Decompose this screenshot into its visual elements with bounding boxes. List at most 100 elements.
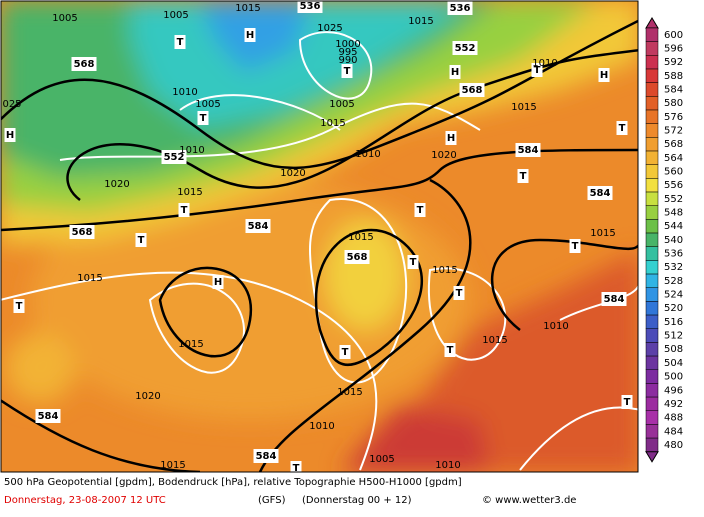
isobar-label: 1015 (160, 460, 185, 471)
label-box (531, 63, 543, 77)
label-box (253, 449, 279, 463)
label-box (601, 292, 627, 306)
label-box (244, 28, 256, 42)
isobar-label: 1015 (77, 273, 102, 284)
isobar-label: 1010 (435, 460, 460, 471)
label-box (341, 64, 353, 78)
colorbar-label: 592 (664, 57, 683, 68)
colorbar-label: 556 (664, 180, 683, 191)
label-box (4, 128, 16, 142)
colorbar-bottom-arrow (645, 451, 659, 463)
colorbar-label: 508 (664, 344, 683, 355)
label-box (212, 275, 224, 289)
isobar-label: 1015 (590, 228, 615, 239)
label-box (587, 186, 613, 200)
isobar-label: 1010 (179, 145, 204, 156)
map: 568 552 536 536 552 568 584 584 568 584 568 584 584 5… (1, 1, 638, 474)
map-label: 552 (455, 43, 476, 54)
label-box (245, 219, 271, 233)
colorbar-swatch (645, 437, 659, 453)
footer-site: © www.wetter3.de (482, 495, 576, 506)
colorbar-label: 496 (664, 385, 683, 396)
colorbar-swatch (645, 301, 659, 316)
colorbar-swatch (645, 410, 659, 425)
isobar-label: 1015 (320, 118, 345, 129)
label-box (452, 41, 478, 55)
label-box (444, 343, 456, 357)
colorbar-label: 540 (664, 235, 683, 246)
colorbar-swatch (645, 369, 659, 384)
colorbar-label: 500 (664, 372, 683, 383)
colorbar-swatch (645, 123, 659, 138)
colorbar-swatch (645, 164, 659, 179)
map-label: 552 (164, 152, 185, 163)
isobar-label: 1010 (172, 87, 197, 98)
map-label: H (447, 133, 455, 144)
colorbar-swatch (645, 178, 659, 193)
map-label: H (6, 130, 14, 141)
map-label: T (520, 171, 527, 182)
map-label: T (572, 241, 579, 252)
isobar-label: 1015 (235, 3, 260, 14)
label-box (344, 250, 370, 264)
map-label: T (410, 257, 417, 268)
label-box (616, 121, 628, 135)
isobar-label: 1010 (543, 321, 568, 332)
map-label: H (246, 30, 254, 41)
colorbar-swatch (645, 260, 659, 275)
map-label: 568 (72, 227, 93, 238)
isobar-label: 1005 (369, 454, 394, 465)
colorbar-label: 480 (664, 440, 683, 451)
colorbar-label: 492 (664, 399, 683, 410)
colorbar-label: 576 (664, 112, 683, 123)
colorbar-label: 600 (664, 30, 683, 41)
label-box (290, 461, 302, 472)
map-label: 536 (300, 1, 321, 12)
colorbar-swatch (645, 205, 659, 220)
colorbar-label: 564 (664, 153, 683, 164)
label-box (339, 345, 351, 359)
colorbar-label: 516 (664, 317, 683, 328)
isobars (1, 31, 638, 471)
label-box (135, 233, 147, 247)
label-box (569, 239, 581, 253)
colorbar-swatch (645, 314, 659, 329)
map-label: T (293, 463, 300, 474)
label-box (178, 203, 190, 217)
label-box (447, 1, 473, 15)
colorbar-label: 504 (664, 358, 683, 369)
map-label: T (16, 301, 23, 312)
label-box (197, 111, 209, 125)
label-box (13, 299, 25, 313)
map-label: 568 (347, 252, 368, 263)
colorbar-swatch (645, 273, 659, 288)
isobar-label: 990 (338, 55, 357, 66)
colorbar-label: 568 (664, 139, 683, 150)
colorbar-label: 524 (664, 290, 683, 301)
geopotential-lines (1, 19, 638, 472)
isobar-label: 1015 (337, 387, 362, 398)
colorbar-swatch (645, 396, 659, 412)
colorbar-label: 572 (664, 126, 683, 137)
label-box (515, 143, 541, 157)
colorbar-swatch (645, 246, 659, 261)
footer-date: Donnerstag, 23-08-2007 12 UTC (4, 495, 166, 506)
isobar-label: 1015 (348, 232, 373, 243)
map-label: 584 (604, 294, 625, 305)
isobar-label: 995 (338, 47, 357, 58)
isobar-label: 1015 (177, 187, 202, 198)
colorbar-label: 512 (664, 331, 683, 342)
colorbar-label: 520 (664, 303, 683, 314)
label-box (414, 203, 426, 217)
isobar-label: 025 (2, 99, 21, 110)
colorbar-label: 580 (664, 98, 683, 109)
isobar-label: 1020 (431, 150, 456, 161)
map-label: H (214, 277, 222, 288)
map-label: H (451, 67, 459, 78)
label-box (598, 68, 610, 82)
isobar-label: 1015 (511, 102, 536, 113)
footer-model: (GFS) (258, 495, 286, 506)
footer-title: 500 hPa Geopotential [gpdm], Bodendruck … (4, 477, 462, 488)
map-label: H (600, 70, 608, 81)
map-label: 536 (450, 3, 471, 14)
